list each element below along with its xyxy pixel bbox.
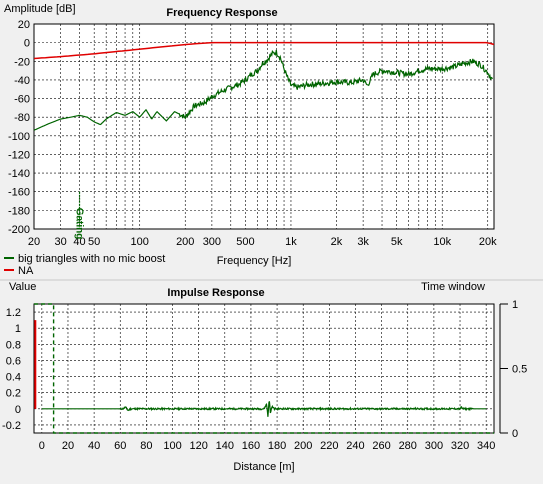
freq-xtick-label: 30 (55, 236, 67, 248)
freq-xtick-label: 200 (176, 236, 194, 248)
imp-xtick-label: 80 (140, 440, 152, 452)
freq-ytick-label: -120 (8, 149, 30, 161)
imp-right-tick-label: 0.5 (512, 364, 527, 376)
imp-ytick-label: 0 (15, 404, 21, 416)
imp-x-ticks: 0 20 40 60 80 100 120 140 160 180 200 22… (39, 440, 496, 452)
imp-right-tick-label: 0 (512, 428, 518, 440)
freq-ytick-label: -40 (14, 75, 30, 87)
imp-right-tick-label: 1 (512, 299, 518, 311)
imp-xtick-label: 100 (163, 440, 181, 452)
imp-xtick-label: 340 (477, 440, 495, 452)
imp-xtick-label: 140 (216, 440, 234, 452)
imp-plot-area[interactable] (33, 303, 495, 434)
freq-xtick-label: 1k (285, 236, 297, 248)
imp-xtick-label: 0 (39, 440, 45, 452)
freq-xtick-label: 100 (131, 236, 149, 248)
freq-xtick-label: 20 (28, 236, 40, 248)
freq-xtick-label: 50 (88, 236, 100, 248)
freq-ytick-label: -60 (14, 94, 30, 106)
freq-ytick-label: -100 (8, 131, 30, 143)
freq-ytick-label: -80 (14, 112, 30, 124)
imp-y-ticks: 1.2 1 0.8 0.6 0.4 0.2 0 -0.2 (2, 307, 21, 432)
legend-entry-2[interactable]: NA (18, 265, 34, 277)
imp-series (34, 303, 508, 434)
impulse-trace (41, 401, 487, 417)
imp-ytick-label: 1 (15, 323, 21, 335)
freq-series-red (33, 41, 495, 60)
time-window-line (34, 303, 494, 434)
imp-xtick-label: 20 (62, 440, 74, 452)
freq-xtick-label: 3k (357, 236, 369, 248)
imp-ytick-label: 0.4 (6, 372, 21, 384)
freq-x-ticks: 20 30 40 50 100 200 300 500 1k 2k 3k 5k … (28, 236, 497, 248)
imp-xtick-label: 40 (88, 440, 100, 452)
imp-xtick-label: 300 (425, 440, 443, 452)
freq-ytick-label: -20 (14, 56, 30, 68)
freq-ytick-label: -200 (8, 224, 30, 236)
freq-xtick-label: 5k (391, 236, 403, 248)
freq-ytick-label: 20 (18, 19, 30, 31)
legend-entry-1[interactable]: big triangles with no mic boost (18, 253, 165, 265)
freq-xtick-label: 500 (236, 236, 254, 248)
freq-ytick-label: -160 (8, 187, 30, 199)
freq-xtick-label: 2k (331, 236, 343, 248)
imp-right-ticks: 1 0.5 0 (512, 299, 527, 440)
freq-title: Frequency Response (166, 7, 277, 19)
imp-ytick-label: 0.2 (6, 388, 21, 400)
imp-xtick-label: 200 (294, 440, 312, 452)
imp-xlabel: Distance [m] (233, 461, 294, 473)
imp-ylabel: Value (9, 281, 36, 293)
freq-xtick-label: 10k (433, 236, 451, 248)
freq-plot-area[interactable] (33, 23, 495, 230)
imp-xtick-label: 240 (346, 440, 364, 452)
imp-xtick-label: 160 (242, 440, 260, 452)
freq-xtick-label: 300 (203, 236, 221, 248)
freq-xtick-label: 20k (479, 236, 497, 248)
freq-series (33, 41, 495, 131)
imp-xtick-label: 120 (189, 440, 207, 452)
imp-xtick-label: 280 (399, 440, 417, 452)
imp-xtick-label: 220 (320, 440, 338, 452)
imp-xtick-label: 320 (451, 440, 469, 452)
freq-xlabel: Frequency [Hz] (217, 255, 292, 267)
imp-right-label: Time window (421, 281, 485, 293)
freq-ytick-label: -180 (8, 205, 30, 217)
freq-ylabel: Amplitude [dB] (4, 3, 76, 15)
gating-marker[interactable]: Gating (74, 191, 85, 240)
imp-ytick-label: -0.2 (2, 420, 21, 432)
imp-ytick-label: 0.8 (6, 339, 21, 351)
gating-label: Gating (74, 208, 85, 240)
imp-grid (34, 304, 494, 433)
freq-legend: big triangles with no mic boost NA (4, 253, 165, 277)
freq-ytick-label: 0 (24, 38, 30, 50)
freq-grid (33, 23, 494, 230)
imp-xtick-label: 260 (372, 440, 390, 452)
freq-xtick-label: 40 (73, 236, 85, 248)
imp-ytick-label: 0.6 (6, 355, 21, 367)
freq-series-green (33, 49, 494, 131)
freq-ytick-label: -140 (8, 168, 30, 180)
imp-title: Impulse Response (167, 287, 264, 299)
imp-ytick-label: 1.2 (6, 307, 21, 319)
imp-xtick-label: 180 (268, 440, 286, 452)
imp-xtick-label: 60 (114, 440, 126, 452)
freq-y-ticks: 20 0 -20 -40 -60 -80 -100 -120 -140 -160… (8, 19, 30, 236)
